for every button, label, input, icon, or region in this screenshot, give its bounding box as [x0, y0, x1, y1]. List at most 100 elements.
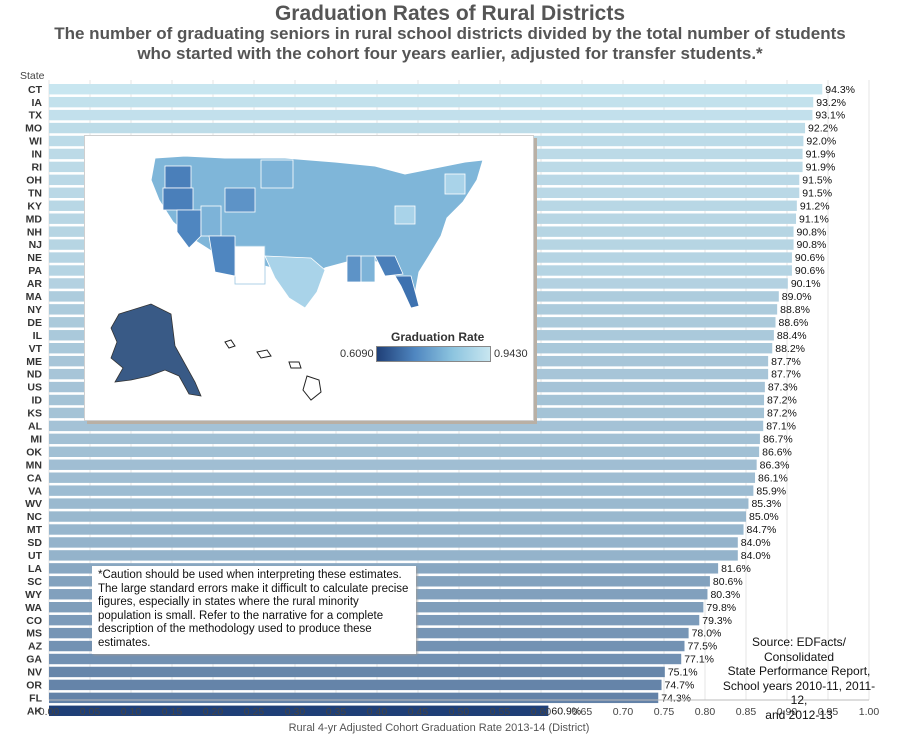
labels: CT 94.3% IA 93.2% TX 93.1% MO 92.2% WI 92.0% IN 91.…	[25, 84, 855, 718]
alaska-shape	[110, 303, 202, 397]
data-label: 79.8%	[706, 602, 736, 614]
data-label: 80.3%	[710, 589, 740, 601]
category-label: MS	[26, 628, 42, 640]
data-label: 60.9%	[551, 705, 581, 717]
x-tick-label: 0.80	[695, 706, 716, 718]
source-line-4: and 2012-13	[765, 707, 833, 722]
us-map	[110, 155, 484, 401]
source-note: Source: EDFacts/ Consolidated State Perf…	[718, 635, 880, 722]
subtitle-line-1: The number of graduating seniors in rura…	[54, 24, 846, 43]
category-label: TN	[28, 187, 42, 199]
data-label: 89.0%	[782, 291, 812, 303]
y-axis-label: State	[20, 70, 45, 82]
category-label: WA	[25, 602, 42, 614]
data-label: 86.6%	[762, 446, 792, 458]
category-label: AZ	[28, 641, 43, 653]
data-label: 75.1%	[668, 667, 698, 679]
data-label: 84.0%	[741, 550, 771, 562]
data-label: 80.6%	[713, 576, 743, 588]
map-legend-gradient	[376, 346, 491, 362]
x-tick-label: 0.00	[39, 706, 60, 718]
category-label: CO	[26, 615, 42, 627]
data-label: 90.6%	[795, 252, 825, 264]
data-label: 81.6%	[721, 563, 751, 575]
category-label: MA	[26, 291, 43, 303]
bar	[49, 433, 760, 445]
x-tick-label: 0.20	[203, 706, 224, 718]
category-label: ME	[26, 356, 42, 368]
bar	[49, 537, 738, 548]
data-label: 88.4%	[777, 330, 807, 342]
contiguous-us-shape	[150, 155, 484, 309]
x-tick-label: 0.55	[490, 706, 511, 718]
data-label: 90.6%	[795, 265, 825, 277]
x-tick-label: 0.95	[818, 706, 839, 718]
category-label: KY	[27, 200, 42, 212]
data-label: 88.8%	[780, 304, 810, 316]
data-label: 91.5%	[802, 187, 832, 199]
category-label: MD	[26, 213, 43, 225]
data-label: 91.9%	[806, 149, 836, 161]
category-label: NV	[27, 667, 42, 679]
map-legend-max: 0.9430	[494, 348, 528, 360]
data-label: 94.3%	[825, 84, 855, 96]
x-tick-label: 0.45	[408, 706, 429, 718]
x-tick-label: 0.05	[80, 706, 101, 718]
x-tick-label: 0.70	[613, 706, 634, 718]
data-label: 84.0%	[741, 537, 771, 549]
category-label: WY	[25, 589, 42, 601]
data-label: 74.3%	[661, 692, 691, 704]
us-map-inset: Graduation Rate 0.6090 0.9430	[84, 135, 534, 421]
data-label: 91.1%	[799, 213, 829, 225]
data-label: 87.7%	[771, 369, 801, 381]
category-label: NC	[27, 511, 43, 523]
data-label: 91.2%	[800, 200, 830, 212]
chart-title: Graduation Rates of Rural Districts	[274, 2, 626, 25]
data-label: 86.7%	[763, 433, 793, 445]
data-label: 93.1%	[815, 110, 845, 122]
category-label: VT	[29, 343, 43, 355]
category-label: NJ	[29, 239, 43, 251]
category-label: DE	[27, 317, 42, 329]
data-label: 79.3%	[702, 615, 732, 627]
category-label: UT	[28, 550, 43, 562]
bar	[49, 511, 746, 522]
x-tick-label: 0.50	[449, 706, 470, 718]
category-label: OR	[26, 680, 42, 692]
category-label: IL	[33, 330, 43, 342]
data-label: 74.7%	[665, 680, 695, 692]
data-label: 86.1%	[758, 472, 788, 484]
data-label: 86.3%	[760, 459, 790, 471]
bar	[49, 109, 813, 121]
category-label: AL	[28, 421, 43, 433]
map-legend-title: Graduation Rate	[391, 330, 485, 344]
category-label: WV	[25, 498, 42, 510]
category-label: TX	[29, 110, 42, 122]
data-label: 85.3%	[751, 498, 781, 510]
x-tick-label: 0.90	[777, 706, 798, 718]
x-tick-label: 0.85	[736, 706, 757, 718]
chart-subtitle: The number of graduating seniors in rura…	[20, 24, 880, 64]
bar	[49, 679, 662, 691]
bar	[49, 692, 659, 704]
bar	[49, 420, 764, 432]
data-label: 93.2%	[816, 97, 846, 109]
data-label: 90.8%	[797, 239, 827, 251]
category-label: AR	[27, 278, 43, 290]
data-label: 88.6%	[779, 317, 809, 329]
category-label: WI	[29, 136, 42, 148]
data-label: 84.7%	[747, 524, 777, 536]
bar	[49, 459, 757, 470]
data-label: 90.8%	[797, 226, 827, 238]
category-label: SD	[27, 537, 42, 549]
category-label: GA	[26, 654, 42, 666]
category-label: CT	[28, 84, 43, 96]
category-label: PA	[28, 265, 42, 277]
category-label: NE	[27, 252, 42, 264]
data-label: 87.7%	[771, 356, 801, 368]
bar	[49, 498, 749, 509]
subtitle-line-2: who started with the cohort four years e…	[137, 44, 763, 63]
data-label: 87.2%	[767, 395, 797, 407]
bar	[49, 524, 744, 535]
x-tick-label: 0.75	[654, 706, 675, 718]
